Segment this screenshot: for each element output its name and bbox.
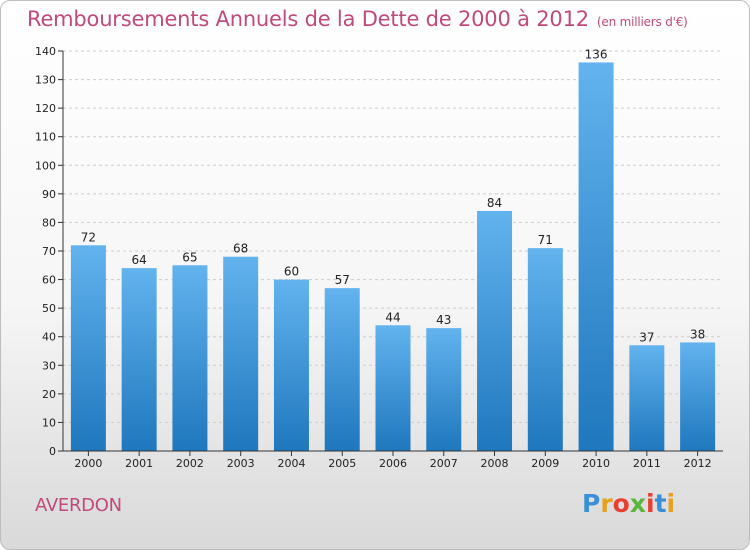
y-tick-label: 80 <box>42 216 56 229</box>
y-tick-label: 90 <box>42 188 56 201</box>
x-tick-label-2008: 2008 <box>481 457 509 470</box>
bar-2006[interactable] <box>375 325 411 451</box>
value-label-2009: 71 <box>538 233 553 247</box>
y-tick-label: 120 <box>35 102 56 115</box>
x-tick-label-2011: 2011 <box>633 457 661 470</box>
x-tick-label-2004: 2004 <box>277 457 305 470</box>
chart-title: Remboursements Annuels de la Dette de 20… <box>27 7 688 31</box>
y-tick-label: 40 <box>42 331 56 344</box>
x-tick-label-2007: 2007 <box>430 457 458 470</box>
value-label-2008: 84 <box>487 196 502 210</box>
bar-2001[interactable] <box>121 268 157 451</box>
bar-2008[interactable] <box>477 211 513 451</box>
logo-letter: o <box>612 489 630 518</box>
x-tick-label-2009: 2009 <box>531 457 559 470</box>
bar-2003[interactable] <box>223 256 259 451</box>
value-label-2003: 68 <box>233 242 248 256</box>
bar-2000[interactable] <box>70 245 106 451</box>
y-tick-label: 50 <box>42 302 56 315</box>
value-label-2010: 136 <box>585 47 608 61</box>
y-tick-label: 30 <box>42 359 56 372</box>
logo-letter: t <box>654 489 667 518</box>
bar-2002[interactable] <box>172 265 208 451</box>
y-tick-label: 110 <box>35 131 56 144</box>
value-label-2005: 57 <box>335 273 350 287</box>
logo-letter: x <box>629 489 646 518</box>
proxiti-logo[interactable]: Proxiti <box>582 489 675 518</box>
y-tick-label: 70 <box>42 245 56 258</box>
value-label-2006: 44 <box>385 310 400 324</box>
bar-2005[interactable] <box>324 288 360 451</box>
x-tick-label-2006: 2006 <box>379 457 407 470</box>
chart-subtitle: (en milliers d'€) <box>596 15 688 29</box>
place-name: AVERDON <box>35 495 122 516</box>
x-tick-label-2001: 2001 <box>125 457 153 470</box>
chart-title-text: Remboursements Annuels de la Dette de 20… <box>27 7 589 31</box>
logo-letter: i <box>646 489 655 518</box>
y-tick-label: 140 <box>35 45 56 58</box>
logo-letter: P <box>582 489 601 518</box>
value-label-2011: 37 <box>639 330 654 344</box>
logo-letter: r <box>600 489 613 518</box>
bar-2007[interactable] <box>426 328 462 451</box>
x-tick-label-2003: 2003 <box>227 457 255 470</box>
x-tick-label-2010: 2010 <box>582 457 610 470</box>
x-tick-label-2012: 2012 <box>684 457 712 470</box>
value-label-2012: 38 <box>690 327 705 341</box>
x-tick-label-2002: 2002 <box>176 457 204 470</box>
bar-2012[interactable] <box>680 342 716 451</box>
y-tick-label: 60 <box>42 274 56 287</box>
bar-2011[interactable] <box>629 345 665 451</box>
axes <box>58 50 723 456</box>
value-label-2000: 72 <box>81 230 96 244</box>
value-label-2001: 64 <box>132 253 147 267</box>
value-label-2002: 65 <box>182 250 197 264</box>
logo-letter: i <box>666 489 676 518</box>
x-tick-label-2005: 2005 <box>328 457 356 470</box>
x-tick-label-2000: 2000 <box>74 457 102 470</box>
y-tick-label: 0 <box>49 445 56 458</box>
value-label-2004: 60 <box>284 265 299 279</box>
bars <box>70 62 716 452</box>
value-label-2007: 43 <box>436 313 451 327</box>
y-tick-label: 100 <box>35 159 56 172</box>
bar-2004[interactable] <box>273 279 309 451</box>
bar-2009[interactable] <box>527 248 563 451</box>
y-tick-label: 20 <box>42 388 56 401</box>
y-tick-label: 10 <box>42 416 56 429</box>
bar-2010[interactable] <box>578 62 614 452</box>
labels: 0 10 20 30 40 50 60 70 80 90 100 110 120 130 140 72 2000… <box>35 45 712 470</box>
y-tick-label: 130 <box>35 74 56 87</box>
